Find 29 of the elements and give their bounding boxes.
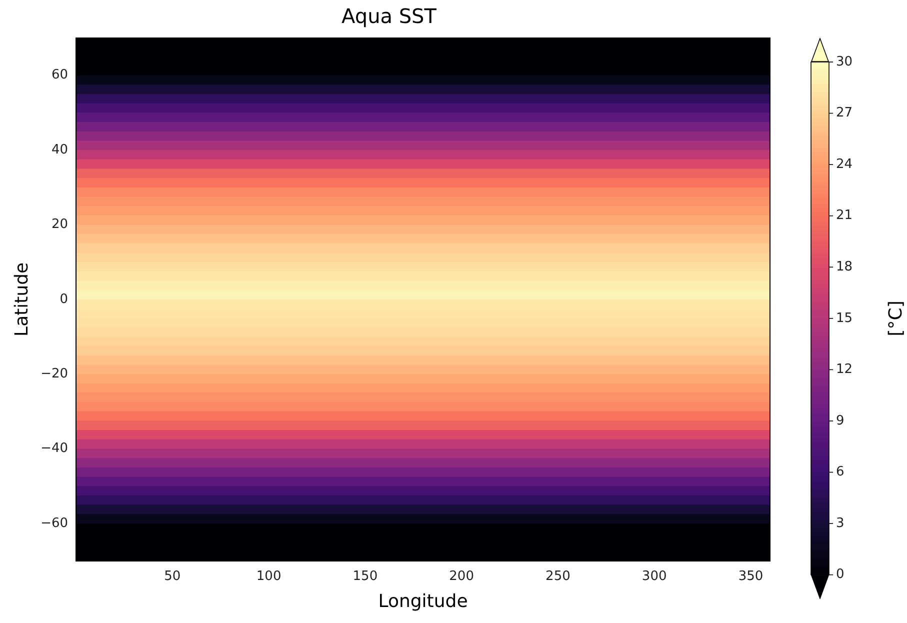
color-bar-title: [°C] bbox=[886, 300, 907, 336]
x-tick-label: 150 bbox=[352, 568, 378, 584]
color-bar-label: 27 bbox=[836, 106, 853, 121]
y-tick-label: 0 bbox=[60, 292, 68, 307]
y-tick-label: −40 bbox=[40, 441, 68, 456]
chart-title: Aqua SST bbox=[342, 4, 438, 28]
y-tick-label: −20 bbox=[40, 366, 68, 382]
color-bar-label: 9 bbox=[836, 413, 844, 428]
color-bar-label: 21 bbox=[836, 208, 853, 224]
y-tick-label: 40 bbox=[51, 142, 68, 158]
x-axis-title: Longitude bbox=[378, 590, 468, 612]
x-tick-label: 300 bbox=[642, 568, 667, 584]
color-bar-label: 18 bbox=[836, 259, 853, 274]
color-bar-label: 3 bbox=[836, 516, 844, 531]
color-bar-label: 12 bbox=[836, 362, 853, 378]
y-tick-label: −60 bbox=[40, 516, 68, 531]
x-tick-label: 200 bbox=[449, 568, 474, 584]
color-bar-label: 15 bbox=[836, 310, 853, 326]
color-bar-label: 6 bbox=[836, 464, 844, 480]
x-tick-label: 350 bbox=[738, 568, 764, 584]
y-axis-title: Latitude bbox=[11, 262, 32, 336]
color-bar-label: 0 bbox=[836, 567, 844, 582]
color-bar-label: 24 bbox=[836, 156, 853, 172]
y-tick-label: 20 bbox=[51, 217, 68, 232]
y-tick-label: 60 bbox=[51, 68, 68, 83]
color-bar-label: 30 bbox=[836, 54, 853, 70]
x-tick-label: 50 bbox=[164, 568, 181, 584]
x-tick-label: 250 bbox=[546, 568, 570, 584]
x-tick-label: 100 bbox=[256, 568, 282, 584]
